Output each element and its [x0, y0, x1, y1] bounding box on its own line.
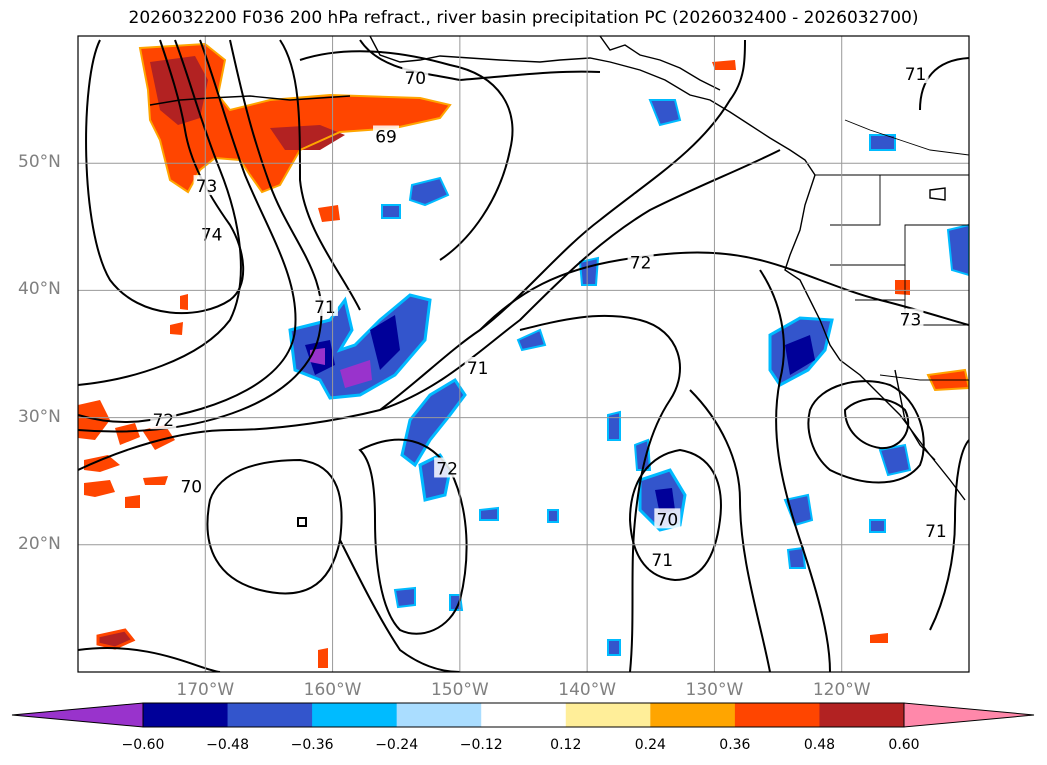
colorbar-frame — [142, 702, 905, 728]
colorbar-tick-label: −0.24 — [375, 737, 419, 753]
colorbar-tick-label: −0.48 — [206, 737, 249, 753]
contour-label: 70 — [404, 69, 426, 89]
contour-label-bg — [464, 356, 491, 377]
contour-label: 70 — [657, 510, 679, 530]
colorbar-bin — [312, 703, 398, 727]
longitude-label: 130°W — [685, 680, 744, 700]
contour-label-bg — [649, 549, 676, 570]
contour-label: 74 — [201, 225, 223, 245]
contour-label: 72 — [152, 411, 174, 431]
colorbar-tick-label: 0.60 — [888, 737, 920, 753]
contour-label-bg — [150, 409, 177, 430]
longitude-label: 150°W — [430, 680, 489, 700]
contour-label-bg — [897, 308, 924, 329]
contour-label: 69 — [375, 127, 397, 147]
contour-label: 71 — [925, 522, 947, 542]
colorbar-tick-label: 0.48 — [803, 737, 836, 753]
latitude-label: 20°N — [18, 533, 61, 554]
colorbar-bin — [734, 703, 820, 727]
gridlines — [78, 36, 969, 672]
colorbar-extend-min — [11, 702, 144, 728]
colorbar-tick-label: 0.36 — [719, 737, 751, 753]
colorbar-extend-max — [903, 702, 1035, 728]
colorbar-bin — [565, 703, 651, 727]
longitude-label: 160°W — [303, 680, 362, 700]
contour-label: 71 — [651, 551, 673, 571]
contour-label: 73 — [196, 177, 218, 197]
contour-label-bg — [627, 251, 654, 272]
contour-label: 73 — [900, 311, 922, 331]
longitude-label: 170°W — [176, 680, 235, 700]
contour-labels: 70 69 73 74 71 71 72 70 72 72 73 71 70 71 71 — [150, 63, 949, 571]
contour-label: 71 — [905, 65, 927, 85]
colorbar-tick-label: −0.60 — [121, 737, 165, 753]
colorbar-bin — [819, 703, 905, 727]
map-frame — [77, 35, 970, 673]
contour-label: 72 — [630, 253, 652, 273]
colorbar-tick-label: −0.36 — [290, 737, 334, 753]
contour-label-bg — [434, 457, 461, 478]
contour-label-bg — [373, 125, 400, 146]
colorbar-bin — [396, 703, 482, 727]
contour-label-bg — [902, 63, 929, 84]
negative-precip-shading — [288, 99, 969, 656]
contour-label: 70 — [180, 477, 202, 497]
colorbar-bin — [143, 703, 229, 727]
colorbar-bin — [650, 703, 736, 727]
colorbar — [11, 702, 1035, 728]
colorbar-tick-label: −0.12 — [459, 737, 503, 753]
map-plot-area: 70 69 73 74 71 71 72 70 72 72 73 71 70 71 71 — [78, 36, 969, 672]
colorbar-bin — [481, 703, 567, 727]
colorbar-tick-label: 0.24 — [634, 737, 666, 753]
longitude-label: 120°W — [812, 680, 871, 700]
longitude-label: 140°W — [558, 680, 617, 700]
political-borders — [815, 119, 969, 381]
contour-label: 72 — [436, 459, 458, 479]
latitude-label: 30°N — [18, 406, 61, 427]
contour-label: 71 — [467, 359, 489, 379]
colorbar-bin — [227, 703, 313, 727]
contour-label-bg — [178, 475, 205, 496]
contour-label-bg — [311, 295, 338, 316]
colorbar-tick-label: 0.12 — [550, 737, 582, 753]
latitude-label: 40°N — [18, 279, 61, 300]
map-title: 2026032200 F036 200 hPa refract., river … — [128, 8, 919, 28]
contour-label-bg — [922, 519, 949, 540]
contour-label-bg — [654, 508, 681, 529]
contour-label: 71 — [314, 298, 336, 318]
contour-label-bg — [193, 175, 220, 196]
latitude-label: 50°N — [18, 152, 61, 173]
contour-label-bg — [402, 66, 429, 87]
